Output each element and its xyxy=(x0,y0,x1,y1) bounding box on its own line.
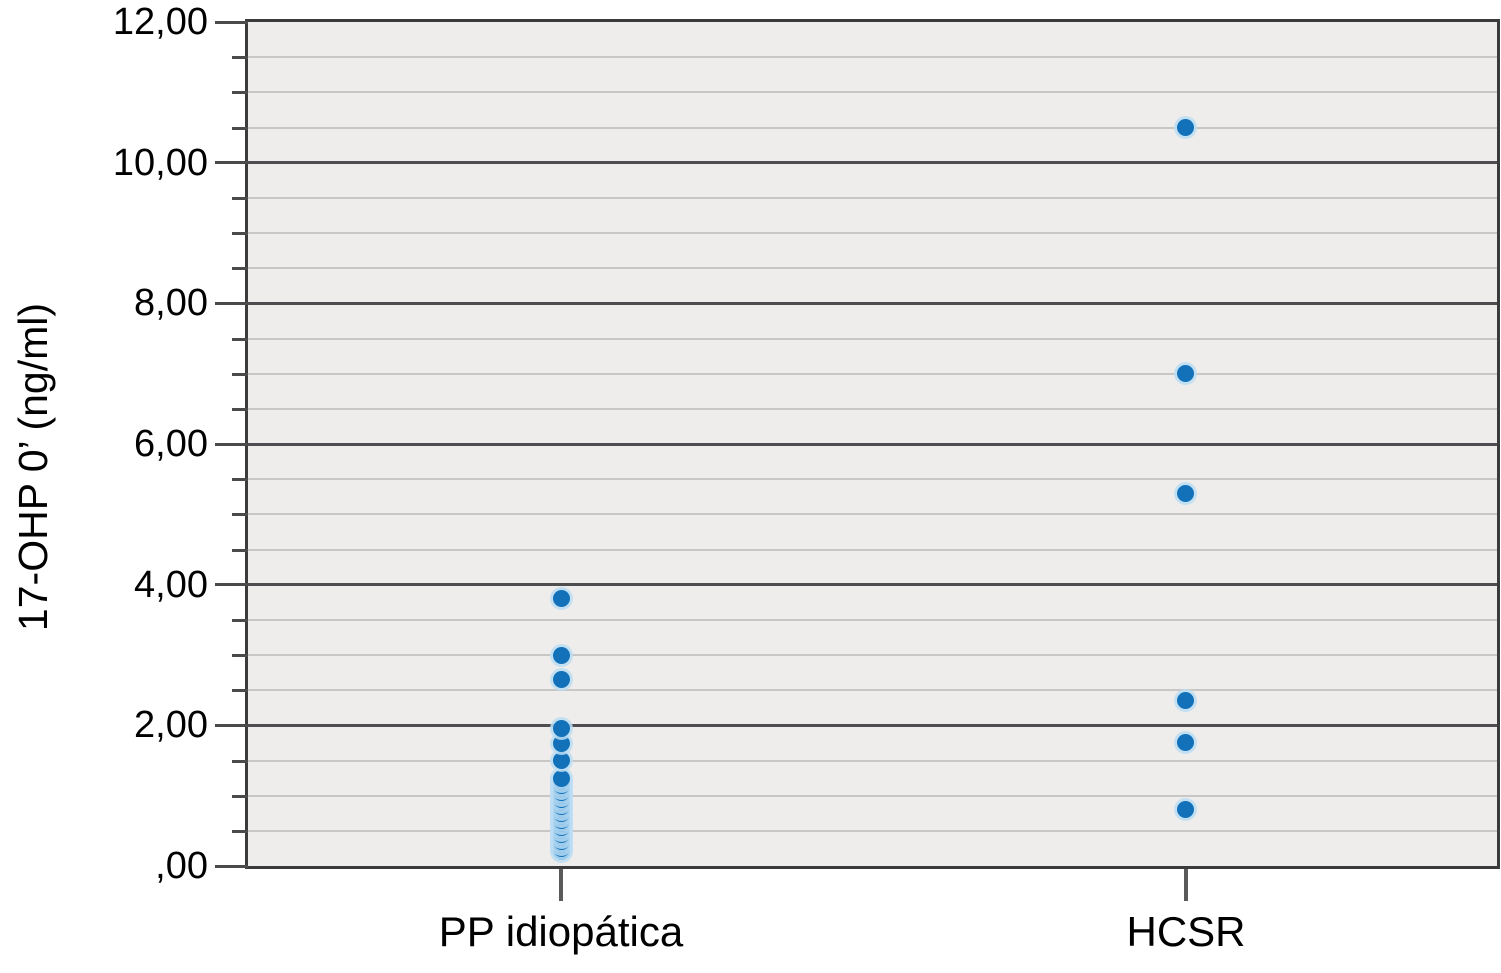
data-point xyxy=(1177,801,1195,819)
y-axis-major-tick xyxy=(215,583,248,587)
y-axis-minor-tick xyxy=(232,829,248,833)
y-axis-minor-tick xyxy=(232,759,248,763)
y-axis-major-tick xyxy=(215,442,248,446)
y-axis-minor-tick xyxy=(232,794,248,798)
y-axis-major-tick xyxy=(215,723,248,727)
x-axis-category-tick xyxy=(1183,869,1188,901)
minor-gridline xyxy=(248,654,1497,656)
y-axis-tick-label: 8,00 xyxy=(134,282,208,325)
y-axis-minor-tick xyxy=(232,267,248,271)
data-point xyxy=(552,671,570,689)
y-axis-minor-tick xyxy=(232,337,248,341)
y-axis-minor-tick xyxy=(232,91,248,95)
minor-gridline xyxy=(248,126,1497,129)
y-axis-minor-tick xyxy=(232,689,248,693)
y-axis-major-tick xyxy=(215,20,248,24)
major-gridline xyxy=(248,161,1497,165)
y-axis-minor-tick xyxy=(232,478,248,482)
minor-gridline xyxy=(248,56,1497,59)
minor-gridline xyxy=(248,372,1497,375)
y-axis-tick-label: 2,00 xyxy=(134,704,208,747)
y-axis-minor-tick xyxy=(232,196,248,200)
data-point xyxy=(552,646,570,664)
minor-gridline xyxy=(248,267,1497,270)
y-axis-tick-label: 10,00 xyxy=(112,141,208,184)
y-axis-title: 17-OHP 0’ (ng/ml) xyxy=(10,302,56,632)
minor-gridline xyxy=(248,829,1497,832)
data-point xyxy=(1177,734,1195,752)
minor-gridline xyxy=(248,196,1497,199)
data-point xyxy=(552,720,570,738)
data-point xyxy=(1177,484,1195,502)
minor-gridline xyxy=(248,548,1497,551)
x-category-label-pp-idiopatica: PP idiopática xyxy=(438,908,684,955)
minor-gridline xyxy=(248,513,1497,516)
minor-gridline xyxy=(248,618,1497,621)
y-axis-minor-tick xyxy=(232,654,248,657)
minor-gridline xyxy=(248,232,1497,234)
minor-gridline xyxy=(248,794,1497,797)
y-axis-major-tick xyxy=(215,301,248,305)
y-axis-tick-label: 4,00 xyxy=(134,563,208,606)
y-axis-minor-tick xyxy=(232,372,248,376)
data-point xyxy=(1177,692,1195,710)
y-axis-minor-tick xyxy=(232,548,248,552)
minor-gridline xyxy=(248,689,1497,692)
major-gridline xyxy=(248,301,1497,305)
major-gridline xyxy=(248,583,1497,587)
y-axis-minor-tick xyxy=(232,126,248,130)
data-point xyxy=(1177,119,1195,136)
minor-gridline xyxy=(248,337,1497,340)
y-axis-minor-tick xyxy=(232,407,248,411)
x-axis-category-tick xyxy=(559,869,564,901)
major-gridline xyxy=(248,442,1497,446)
y-axis-minor-tick xyxy=(232,513,248,517)
minor-gridline xyxy=(248,478,1497,481)
minor-gridline xyxy=(248,407,1497,410)
plot-area xyxy=(248,22,1497,866)
minor-gridline xyxy=(248,91,1497,94)
data-point xyxy=(1177,365,1195,383)
data-point xyxy=(552,769,570,787)
y-axis-tick-label: 12,00 xyxy=(112,1,208,43)
y-axis-tick-label: 6,00 xyxy=(134,423,208,465)
y-axis-minor-tick xyxy=(232,618,248,622)
minor-gridline xyxy=(248,759,1497,762)
x-category-label-hcsr: HCSR xyxy=(1126,908,1246,955)
data-point xyxy=(552,752,570,769)
major-gridline xyxy=(248,723,1497,727)
y-axis-major-tick xyxy=(215,161,248,165)
data-point xyxy=(552,735,570,753)
y-axis-major-tick xyxy=(215,864,248,868)
y-axis-minor-tick xyxy=(232,232,248,235)
data-point xyxy=(552,590,570,608)
y-axis-tick-label: ,00 xyxy=(155,845,208,887)
y-axis-minor-tick xyxy=(232,56,248,60)
